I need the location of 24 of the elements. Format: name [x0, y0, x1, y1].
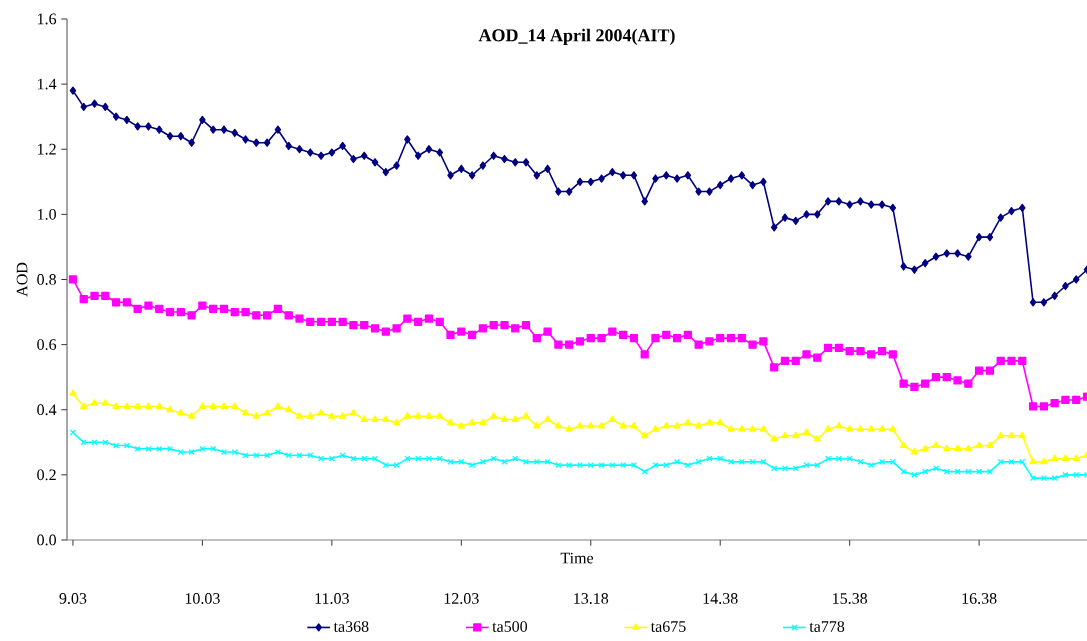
- y-tick-label: 1.6: [38, 13, 57, 25]
- y-tick-label: 0.6: [37, 339, 57, 351]
- y-tick-label: 0.4: [37, 404, 57, 416]
- x-tick-label: 14.38: [703, 593, 738, 604]
- legend-label: ta778: [809, 621, 845, 632]
- x-tick-label: 11.03: [315, 593, 349, 604]
- chart-title: AOD_14 April 2004(AIT): [478, 28, 675, 46]
- legend-label: ta675: [650, 621, 686, 632]
- x-tick-label: 13.18: [574, 593, 609, 604]
- y-tick-label: 0.0: [37, 534, 56, 546]
- x-tick-label: 12.03: [444, 593, 479, 604]
- y-axis-title: AOD: [16, 262, 28, 297]
- y-tick-label: 1.2: [38, 143, 56, 155]
- y-tick-label: 0.2: [37, 469, 56, 481]
- legend-label: ta500: [492, 621, 528, 632]
- legend-label: ta368: [333, 621, 369, 632]
- x-tick-label: 15.38: [833, 593, 868, 604]
- x-axis-title: Time: [560, 552, 594, 564]
- y-tick-label: 1.4: [38, 78, 57, 90]
- y-tick-label: 1.0: [38, 208, 56, 220]
- x-tick-label: 16.38: [962, 593, 997, 604]
- x-tick-label: 10.03: [185, 593, 220, 604]
- y-tick-label: 0.8: [37, 274, 56, 285]
- x-tick-label: 9.03: [59, 593, 87, 604]
